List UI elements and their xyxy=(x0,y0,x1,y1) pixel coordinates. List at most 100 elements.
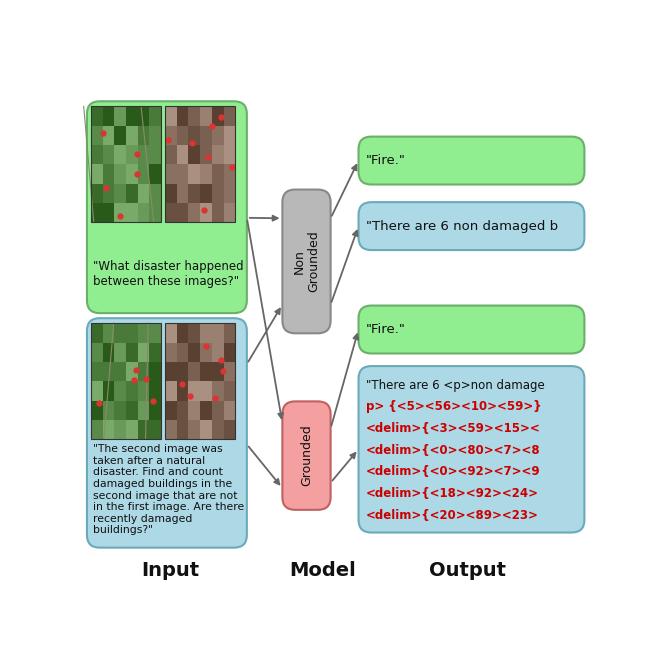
FancyBboxPatch shape xyxy=(149,106,161,126)
Text: "Fire.": "Fire." xyxy=(366,154,406,167)
FancyBboxPatch shape xyxy=(177,323,189,343)
Text: "Fire.": "Fire." xyxy=(366,323,406,336)
FancyBboxPatch shape xyxy=(91,145,103,164)
FancyBboxPatch shape xyxy=(212,203,223,222)
FancyBboxPatch shape xyxy=(200,323,212,343)
FancyBboxPatch shape xyxy=(149,126,161,145)
FancyBboxPatch shape xyxy=(223,343,235,362)
FancyBboxPatch shape xyxy=(91,183,103,203)
FancyBboxPatch shape xyxy=(223,323,235,343)
FancyBboxPatch shape xyxy=(189,203,200,222)
FancyBboxPatch shape xyxy=(223,203,235,222)
FancyBboxPatch shape xyxy=(103,323,115,343)
FancyBboxPatch shape xyxy=(189,145,200,164)
FancyBboxPatch shape xyxy=(115,126,126,145)
FancyBboxPatch shape xyxy=(165,126,177,145)
FancyBboxPatch shape xyxy=(87,318,247,548)
FancyBboxPatch shape xyxy=(212,145,223,164)
FancyBboxPatch shape xyxy=(177,106,189,126)
FancyBboxPatch shape xyxy=(358,202,584,250)
Text: "There are 6 non damaged b: "There are 6 non damaged b xyxy=(366,219,558,233)
FancyBboxPatch shape xyxy=(126,106,138,126)
FancyBboxPatch shape xyxy=(165,164,177,183)
FancyBboxPatch shape xyxy=(126,420,138,440)
FancyBboxPatch shape xyxy=(138,362,149,381)
FancyBboxPatch shape xyxy=(103,183,115,203)
FancyBboxPatch shape xyxy=(149,203,161,222)
FancyBboxPatch shape xyxy=(103,362,115,381)
FancyBboxPatch shape xyxy=(189,420,200,440)
FancyBboxPatch shape xyxy=(149,164,161,183)
FancyBboxPatch shape xyxy=(189,126,200,145)
FancyBboxPatch shape xyxy=(138,203,149,222)
FancyBboxPatch shape xyxy=(115,145,126,164)
FancyBboxPatch shape xyxy=(91,343,103,362)
FancyBboxPatch shape xyxy=(223,362,235,381)
FancyBboxPatch shape xyxy=(165,323,177,343)
FancyBboxPatch shape xyxy=(177,126,189,145)
FancyBboxPatch shape xyxy=(177,362,189,381)
FancyBboxPatch shape xyxy=(223,381,235,401)
Text: Non
Grounded: Non Grounded xyxy=(293,231,320,292)
Text: "The second image was
taken after a natural
disaster. Find and count
damaged bui: "The second image was taken after a natu… xyxy=(93,444,244,535)
Text: <delim>{<20><89><23>: <delim>{<20><89><23> xyxy=(366,509,539,522)
FancyBboxPatch shape xyxy=(91,126,103,145)
FancyBboxPatch shape xyxy=(103,381,115,401)
FancyBboxPatch shape xyxy=(126,183,138,203)
FancyBboxPatch shape xyxy=(103,401,115,420)
FancyBboxPatch shape xyxy=(165,420,177,440)
Text: <delim>{<0><92><7><9: <delim>{<0><92><7><9 xyxy=(366,466,541,478)
FancyBboxPatch shape xyxy=(189,401,200,420)
FancyBboxPatch shape xyxy=(200,401,212,420)
FancyBboxPatch shape xyxy=(115,420,126,440)
FancyBboxPatch shape xyxy=(103,420,115,440)
FancyBboxPatch shape xyxy=(212,420,223,440)
FancyBboxPatch shape xyxy=(126,323,138,343)
FancyBboxPatch shape xyxy=(138,381,149,401)
Text: Input: Input xyxy=(141,561,200,580)
FancyBboxPatch shape xyxy=(223,183,235,203)
FancyBboxPatch shape xyxy=(212,126,223,145)
Text: <delim>{<18><92><24>: <delim>{<18><92><24> xyxy=(366,487,539,500)
FancyBboxPatch shape xyxy=(165,401,177,420)
FancyBboxPatch shape xyxy=(189,164,200,183)
FancyBboxPatch shape xyxy=(212,323,223,343)
FancyBboxPatch shape xyxy=(177,164,189,183)
FancyBboxPatch shape xyxy=(138,343,149,362)
FancyBboxPatch shape xyxy=(91,106,103,126)
FancyBboxPatch shape xyxy=(115,381,126,401)
FancyBboxPatch shape xyxy=(149,323,161,343)
FancyBboxPatch shape xyxy=(177,203,189,222)
FancyBboxPatch shape xyxy=(91,420,103,440)
FancyBboxPatch shape xyxy=(165,343,177,362)
FancyBboxPatch shape xyxy=(223,401,235,420)
FancyBboxPatch shape xyxy=(200,145,212,164)
FancyBboxPatch shape xyxy=(189,323,200,343)
FancyBboxPatch shape xyxy=(138,401,149,420)
FancyBboxPatch shape xyxy=(177,145,189,164)
FancyBboxPatch shape xyxy=(138,126,149,145)
FancyBboxPatch shape xyxy=(138,420,149,440)
FancyBboxPatch shape xyxy=(165,106,177,126)
FancyBboxPatch shape xyxy=(138,164,149,183)
FancyBboxPatch shape xyxy=(103,145,115,164)
FancyBboxPatch shape xyxy=(212,343,223,362)
FancyBboxPatch shape xyxy=(91,401,103,420)
FancyBboxPatch shape xyxy=(223,164,235,183)
FancyBboxPatch shape xyxy=(200,183,212,203)
Text: Grounded: Grounded xyxy=(300,424,313,487)
FancyBboxPatch shape xyxy=(115,362,126,381)
FancyBboxPatch shape xyxy=(115,203,126,222)
Text: p> {<5><56><10><59>}: p> {<5><56><10><59>} xyxy=(366,400,542,413)
FancyBboxPatch shape xyxy=(212,362,223,381)
FancyBboxPatch shape xyxy=(358,305,584,354)
FancyBboxPatch shape xyxy=(177,183,189,203)
FancyBboxPatch shape xyxy=(358,366,584,533)
FancyBboxPatch shape xyxy=(177,343,189,362)
FancyBboxPatch shape xyxy=(115,106,126,126)
FancyBboxPatch shape xyxy=(138,323,149,343)
FancyBboxPatch shape xyxy=(177,420,189,440)
FancyBboxPatch shape xyxy=(115,164,126,183)
FancyBboxPatch shape xyxy=(149,401,161,420)
FancyBboxPatch shape xyxy=(212,401,223,420)
